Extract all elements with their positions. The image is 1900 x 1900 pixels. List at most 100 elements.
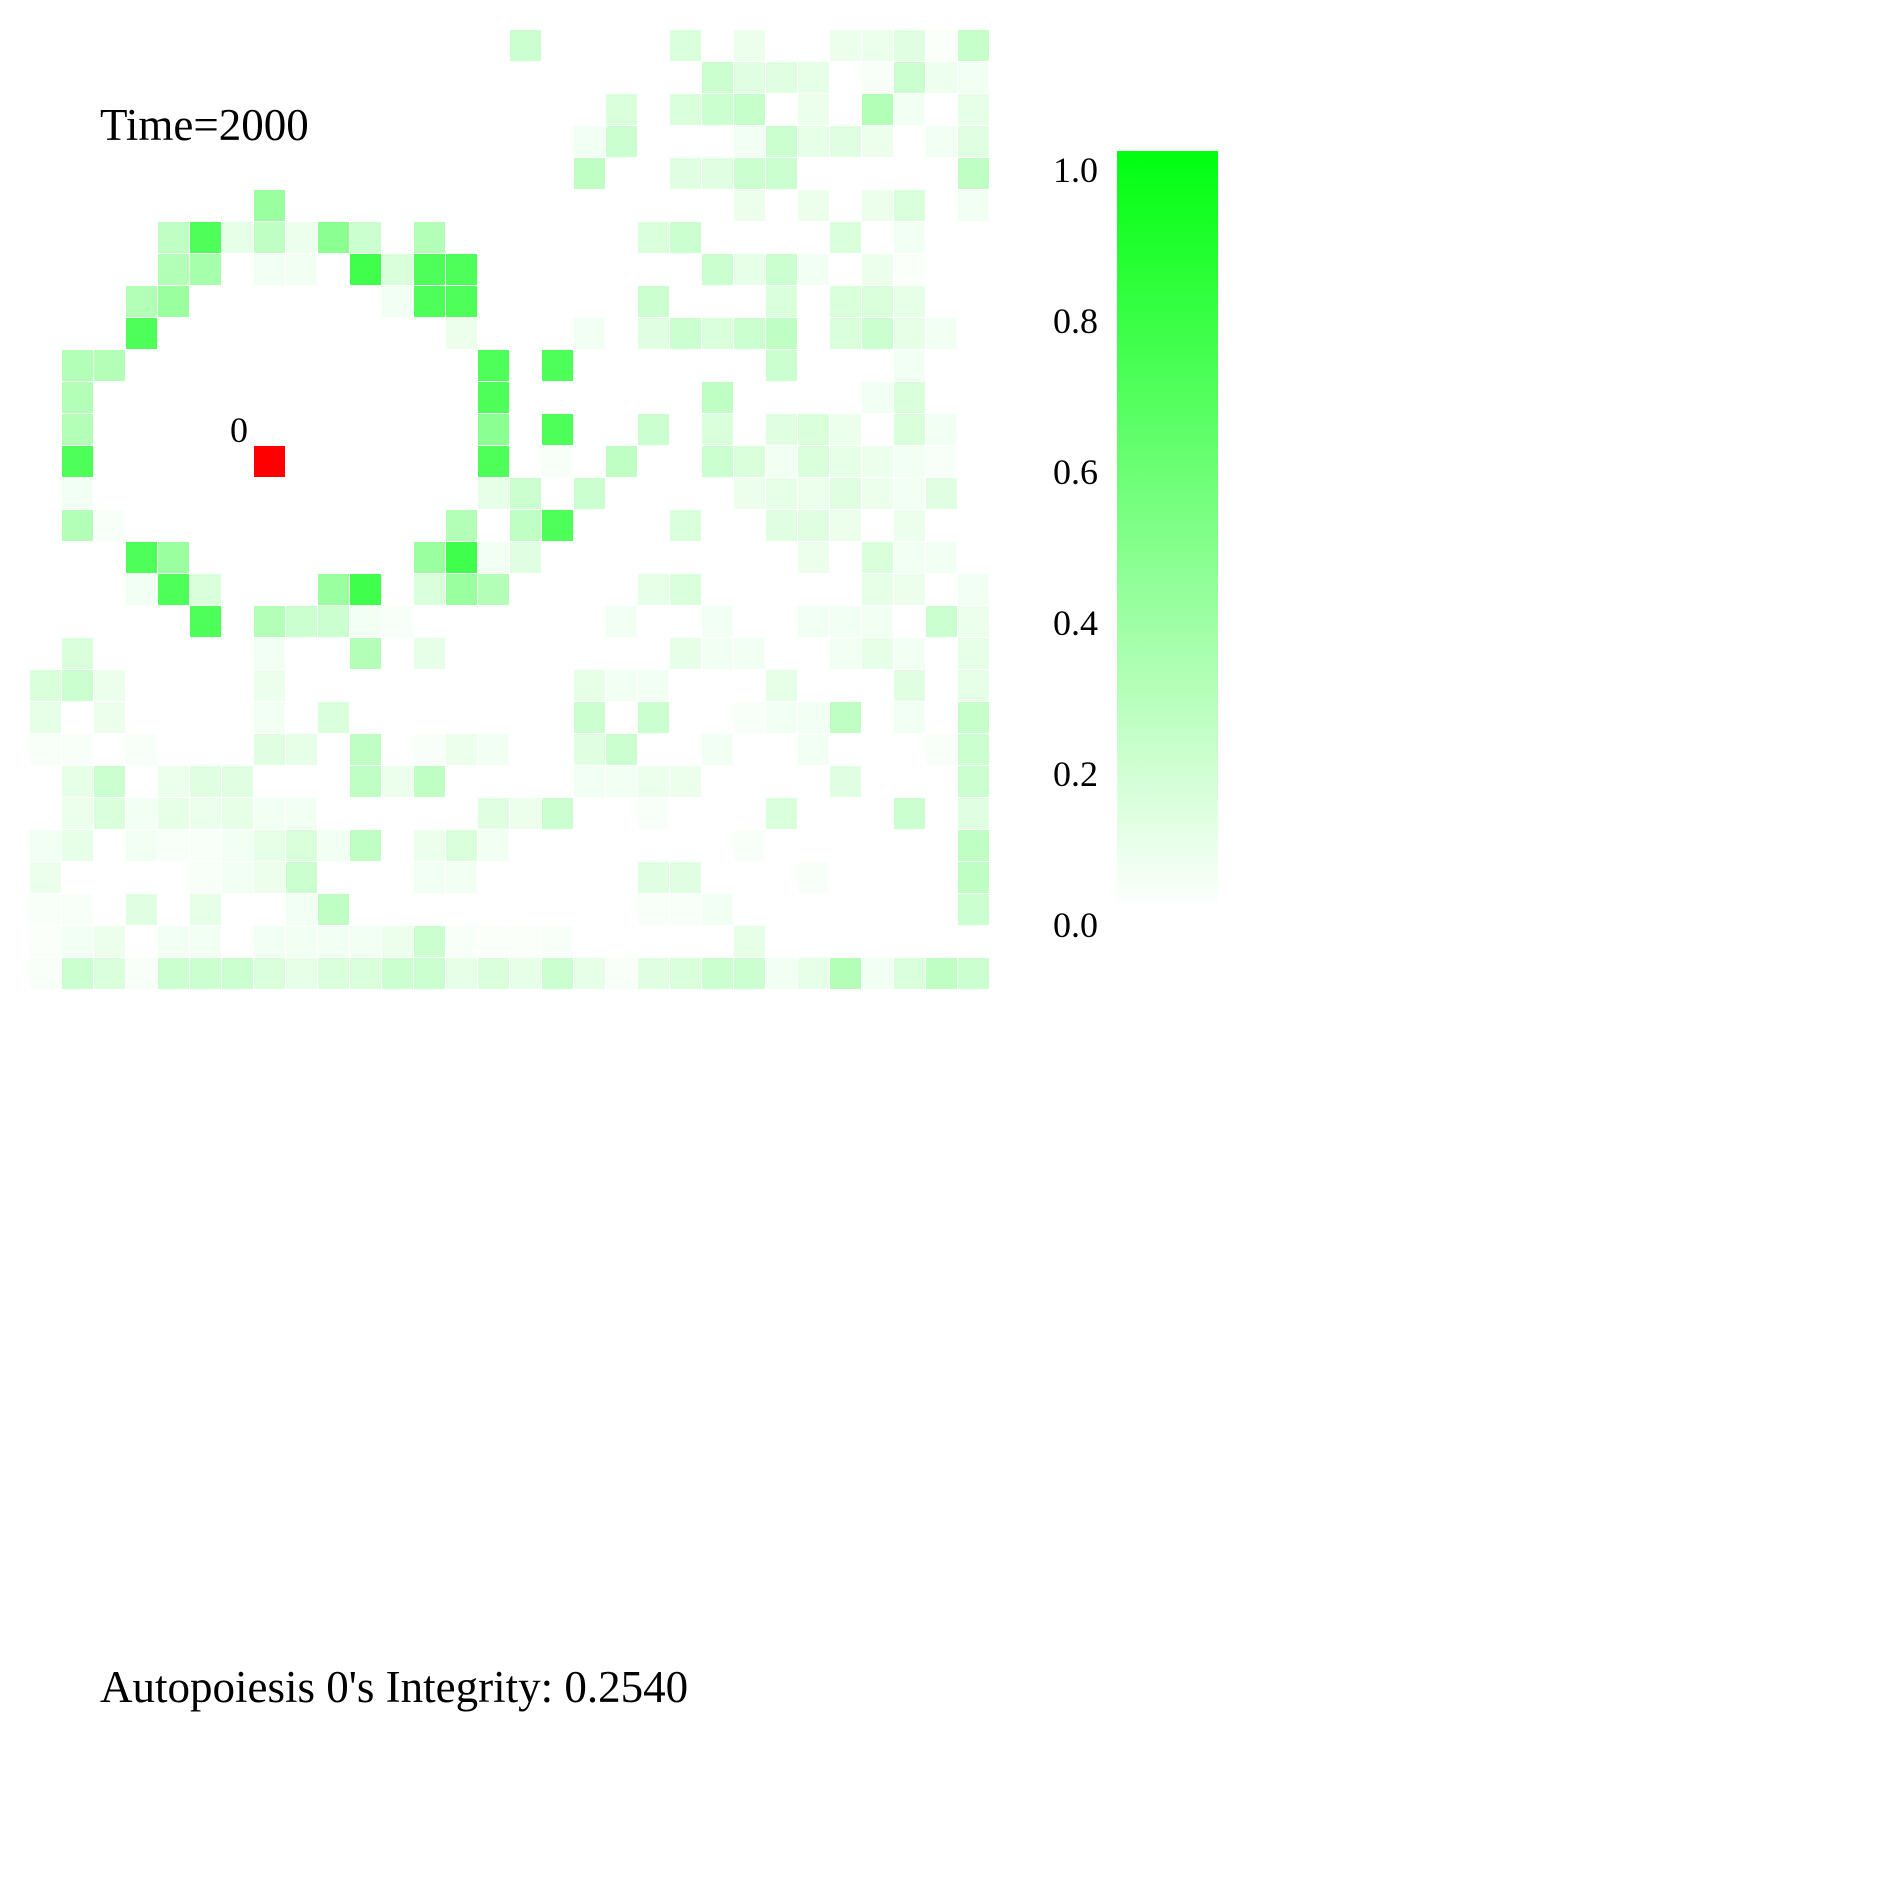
heatmap-cell — [734, 158, 765, 189]
heatmap-cell — [830, 638, 861, 669]
heatmap-cell — [190, 862, 221, 893]
heatmap-cell — [318, 926, 349, 957]
heatmap-cell — [446, 286, 477, 317]
heatmap-cell — [638, 702, 669, 733]
heatmap-cell — [798, 62, 829, 93]
heatmap-cell — [606, 606, 637, 637]
heatmap-cell — [766, 318, 797, 349]
heatmap-cell — [574, 478, 605, 509]
heatmap-cell — [702, 638, 733, 669]
heatmap-cell — [766, 414, 797, 445]
heatmap-cell — [798, 478, 829, 509]
heatmap-cell — [894, 190, 925, 221]
heatmap-cell — [254, 222, 285, 253]
heatmap-cell — [446, 510, 477, 541]
heatmap-cell — [286, 798, 317, 829]
heatmap-cell — [30, 926, 61, 957]
heatmap-cell — [766, 702, 797, 733]
heatmap-cell — [670, 958, 701, 989]
heatmap-cell — [62, 350, 93, 381]
heatmap-cell — [670, 638, 701, 669]
colorbar-tick-label: 0.6 — [1053, 452, 1098, 492]
heatmap-cell — [382, 606, 413, 637]
heatmap-cell — [446, 926, 477, 957]
heatmap-cell — [286, 894, 317, 925]
heatmap-cell — [766, 158, 797, 189]
heatmap-cell — [254, 830, 285, 861]
heatmap-cell — [62, 894, 93, 925]
heatmap-cell — [830, 286, 861, 317]
heatmap-cell — [638, 766, 669, 797]
heatmap-cell — [862, 62, 893, 93]
heatmap-cell — [254, 798, 285, 829]
heatmap-cell — [222, 862, 253, 893]
heatmap-cell — [478, 958, 509, 989]
heatmap-cell — [894, 254, 925, 285]
heatmap-cell — [926, 542, 957, 573]
heatmap-cell — [510, 30, 541, 61]
heatmap-cell — [478, 734, 509, 765]
heatmap-cell — [94, 510, 125, 541]
heatmap-cell — [766, 446, 797, 477]
heatmap-cell — [446, 830, 477, 861]
heatmap-cell — [766, 958, 797, 989]
heatmap-cell — [734, 702, 765, 733]
heatmap-cell — [446, 254, 477, 285]
heatmap-cell — [318, 958, 349, 989]
heatmap-cell — [926, 958, 957, 989]
heatmap-cell — [574, 158, 605, 189]
heatmap-cell — [190, 798, 221, 829]
heatmap-cell — [158, 222, 189, 253]
heatmap-cell — [350, 254, 381, 285]
heatmap-cell — [702, 158, 733, 189]
colorbar-tick-label: 1.0 — [1053, 150, 1098, 190]
heatmap-cell — [254, 670, 285, 701]
heatmap-cell — [606, 446, 637, 477]
colorbar-tick-label: 0.8 — [1053, 301, 1098, 341]
heatmap-cell — [414, 286, 445, 317]
heatmap-cell — [766, 510, 797, 541]
heatmap-cell — [446, 542, 477, 573]
heatmap-cell — [734, 638, 765, 669]
heatmap-cell — [766, 254, 797, 285]
heatmap-cell — [862, 254, 893, 285]
heatmap-cell — [638, 414, 669, 445]
heatmap-cell — [446, 958, 477, 989]
heatmap-cell — [62, 766, 93, 797]
heatmap-cell — [606, 958, 637, 989]
heatmap-cell — [254, 638, 285, 669]
heatmap-cell — [830, 414, 861, 445]
heatmap-cell — [158, 926, 189, 957]
heatmap-cell — [862, 30, 893, 61]
heatmap-cell — [286, 958, 317, 989]
heatmap-cell — [542, 798, 573, 829]
heatmap-cell — [766, 350, 797, 381]
heatmap-cell — [30, 862, 61, 893]
heatmap-cell — [862, 382, 893, 413]
heatmap-cell — [862, 446, 893, 477]
heatmap-cell — [62, 414, 93, 445]
heatmap-cell — [286, 862, 317, 893]
heatmap-cell — [574, 958, 605, 989]
heatmap-cell — [798, 734, 829, 765]
heatmap-cell — [62, 926, 93, 957]
heatmap-cell — [350, 734, 381, 765]
heatmap-cell — [414, 638, 445, 669]
heatmap-cell — [62, 382, 93, 413]
heatmap-cell — [734, 62, 765, 93]
heatmap-cell — [958, 862, 989, 893]
heatmap-cell — [606, 766, 637, 797]
heatmap-cell — [62, 638, 93, 669]
heatmap-cell — [510, 510, 541, 541]
heatmap-cell — [126, 830, 157, 861]
heatmap-cell — [286, 606, 317, 637]
heatmap-cell — [446, 318, 477, 349]
heatmap-cell — [670, 158, 701, 189]
heatmap-cell — [670, 510, 701, 541]
heatmap-cell — [286, 254, 317, 285]
heatmap-cell — [958, 638, 989, 669]
heatmap-cell — [126, 318, 157, 349]
heatmap-cell — [702, 94, 733, 125]
heatmap-cell — [638, 862, 669, 893]
